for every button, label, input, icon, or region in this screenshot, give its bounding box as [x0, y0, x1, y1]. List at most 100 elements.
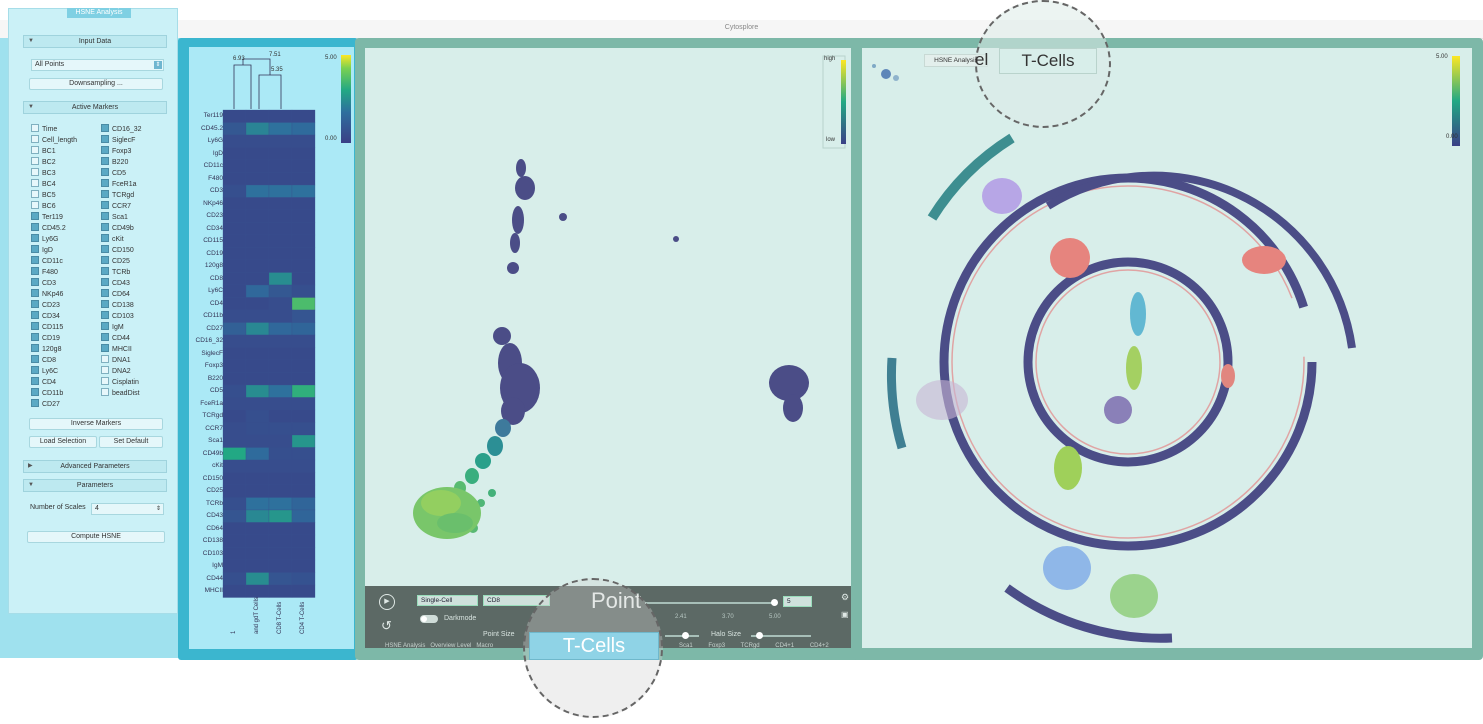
reset-icon[interactable]: ↺: [381, 618, 392, 633]
marker-checkbox-ly6c[interactable]: Ly6C: [31, 366, 95, 377]
checkbox-icon[interactable]: [101, 300, 109, 308]
checkbox-icon[interactable]: [31, 135, 39, 143]
checkbox-icon[interactable]: [31, 124, 39, 132]
tab-cd4-2[interactable]: CD4+2: [809, 643, 829, 649]
load-selection-button[interactable]: Load Selection: [29, 436, 97, 448]
marker-checkbox-sca1[interactable]: Sca1: [101, 212, 165, 223]
marker-checkbox-siglecf[interactable]: SiglecF: [101, 135, 165, 146]
marker-checkbox-foxp3[interactable]: Foxp3: [101, 146, 165, 157]
checkbox-icon[interactable]: [101, 322, 109, 330]
marker-checkbox-cd138[interactable]: CD138: [101, 300, 165, 311]
marker-checkbox-tcrb[interactable]: TCRb: [101, 267, 165, 278]
checkbox-icon[interactable]: [31, 355, 39, 363]
checkbox-icon[interactable]: [31, 289, 39, 297]
marker-checkbox-bc4[interactable]: BC4: [31, 179, 95, 190]
marker-checkbox-bc5[interactable]: BC5: [31, 190, 95, 201]
marker-checkbox-igm[interactable]: IgM: [101, 322, 165, 333]
checkbox-icon[interactable]: [31, 267, 39, 275]
marker-checkbox-ccr7[interactable]: CCR7: [101, 201, 165, 212]
marker-checkbox-cd44[interactable]: CD44: [101, 333, 165, 344]
checkbox-icon[interactable]: [101, 256, 109, 264]
checkbox-icon[interactable]: [31, 256, 39, 264]
checkbox-icon[interactable]: [31, 311, 39, 319]
checkbox-icon[interactable]: [101, 377, 109, 385]
halo-size-handle[interactable]: [756, 632, 763, 639]
darkmode-toggle[interactable]: [420, 615, 438, 623]
marker-checkbox-cd25[interactable]: CD25: [101, 256, 165, 267]
marker-checkbox-cd34[interactable]: CD34: [31, 311, 95, 322]
checkbox-icon[interactable]: [101, 146, 109, 154]
marker-checkbox-mhcii[interactable]: MHCII: [101, 344, 165, 355]
checkbox-icon[interactable]: [101, 190, 109, 198]
tab-hsne-analysis-bottom[interactable]: HSNE Analysis: [385, 643, 426, 649]
marker-checkbox-f480[interactable]: F480: [31, 267, 95, 278]
tab-overview-level[interactable]: Overview Level: [430, 643, 472, 649]
tab-tcrgd[interactable]: TCRgd: [740, 643, 760, 649]
marker-checkbox-ter119[interactable]: Ter119: [31, 212, 95, 223]
marker-checkbox-time[interactable]: Time: [31, 124, 95, 135]
input-data-header[interactable]: ▼ Input Data: [23, 35, 167, 48]
marker-checkbox-cisplatin[interactable]: Cisplatin: [101, 377, 165, 388]
checkbox-icon[interactable]: [101, 278, 109, 286]
checkbox-icon[interactable]: [101, 289, 109, 297]
checkbox-icon[interactable]: [31, 366, 39, 374]
checkbox-icon[interactable]: [31, 245, 39, 253]
marker-checkbox-cd49b[interactable]: CD49b: [101, 223, 165, 234]
marker-checkbox-b220[interactable]: B220: [101, 157, 165, 168]
marker-checkbox-cd23[interactable]: CD23: [31, 300, 95, 311]
checkbox-icon[interactable]: [31, 212, 39, 220]
checkbox-icon[interactable]: [31, 333, 39, 341]
checkbox-icon[interactable]: [101, 212, 109, 220]
compute-hsne-button[interactable]: Compute HSNE: [27, 531, 165, 543]
marker-checkbox-cd3[interactable]: CD3: [31, 278, 95, 289]
checkbox-icon[interactable]: [31, 201, 39, 209]
marker-checkbox-cd43[interactable]: CD43: [101, 278, 165, 289]
halo-size-slider[interactable]: [751, 635, 811, 637]
checkbox-icon[interactable]: [31, 399, 39, 407]
marker-checkbox-cd45-2[interactable]: CD45.2: [31, 223, 95, 234]
checkbox-icon[interactable]: [31, 344, 39, 352]
marker-checkbox-igd[interactable]: IgD: [31, 245, 95, 256]
marker-checkbox-cd115[interactable]: CD115: [31, 322, 95, 333]
checkbox-icon[interactable]: [31, 190, 39, 198]
camera-icon[interactable]: ▣: [841, 610, 849, 619]
tab-cd4-1[interactable]: CD4+1: [775, 643, 795, 649]
downsampling-button[interactable]: Downsampling ...: [29, 78, 163, 90]
marker-checkbox-cd11b[interactable]: CD11b: [31, 388, 95, 399]
range-slider-track[interactable]: [645, 602, 777, 604]
marker-checkbox-cell-length[interactable]: Cell_length: [31, 135, 95, 146]
checkbox-icon[interactable]: [101, 179, 109, 187]
parameters-header[interactable]: ▼ Parameters: [23, 479, 167, 492]
marker-checkbox-dna1[interactable]: DNA1: [101, 355, 165, 366]
hsne-hierarchy-view[interactable]: HSNE Analysis 5.00 0.00: [862, 48, 1472, 648]
mode-select[interactable]: Single-Cell: [417, 595, 478, 606]
checkbox-icon[interactable]: [31, 322, 39, 330]
checkbox-icon[interactable]: [101, 223, 109, 231]
marker-checkbox-cd64[interactable]: CD64: [101, 289, 165, 300]
settings-gear-icon[interactable]: ⚙: [841, 592, 850, 602]
marker-checkbox-tcrgd[interactable]: TCRgd: [101, 190, 165, 201]
marker-checkbox-fcer1a[interactable]: FceR1a: [101, 179, 165, 190]
marker-checkbox-bc2[interactable]: BC2: [31, 157, 95, 168]
checkbox-icon[interactable]: [101, 157, 109, 165]
set-default-button[interactable]: Set Default: [99, 436, 163, 448]
checkbox-icon[interactable]: [31, 300, 39, 308]
checkbox-icon[interactable]: [31, 157, 39, 165]
checkbox-icon[interactable]: [31, 223, 39, 231]
point-size-handle[interactable]: [682, 632, 689, 639]
range-value-input[interactable]: 5: [783, 596, 812, 607]
checkbox-icon[interactable]: [101, 388, 109, 396]
tsne-embedding-view[interactable]: high low: [365, 48, 851, 586]
marker-checkbox-cd103[interactable]: CD103: [101, 311, 165, 322]
tab-sca1[interactable]: Sca1: [679, 643, 693, 649]
checkbox-icon[interactable]: [31, 146, 39, 154]
marker-checkbox-cd8[interactable]: CD8: [31, 355, 95, 366]
checkbox-icon[interactable]: [31, 179, 39, 187]
marker-checkbox-nkp46[interactable]: NKp46: [31, 289, 95, 300]
checkbox-icon[interactable]: [101, 267, 109, 275]
checkbox-icon[interactable]: [101, 234, 109, 242]
checkbox-icon[interactable]: [31, 168, 39, 176]
magnified-tab-t-cells[interactable]: T-Cells: [529, 632, 659, 660]
tab-macro[interactable]: Macro: [476, 643, 494, 649]
marker-checkbox-cd150[interactable]: CD150: [101, 245, 165, 256]
